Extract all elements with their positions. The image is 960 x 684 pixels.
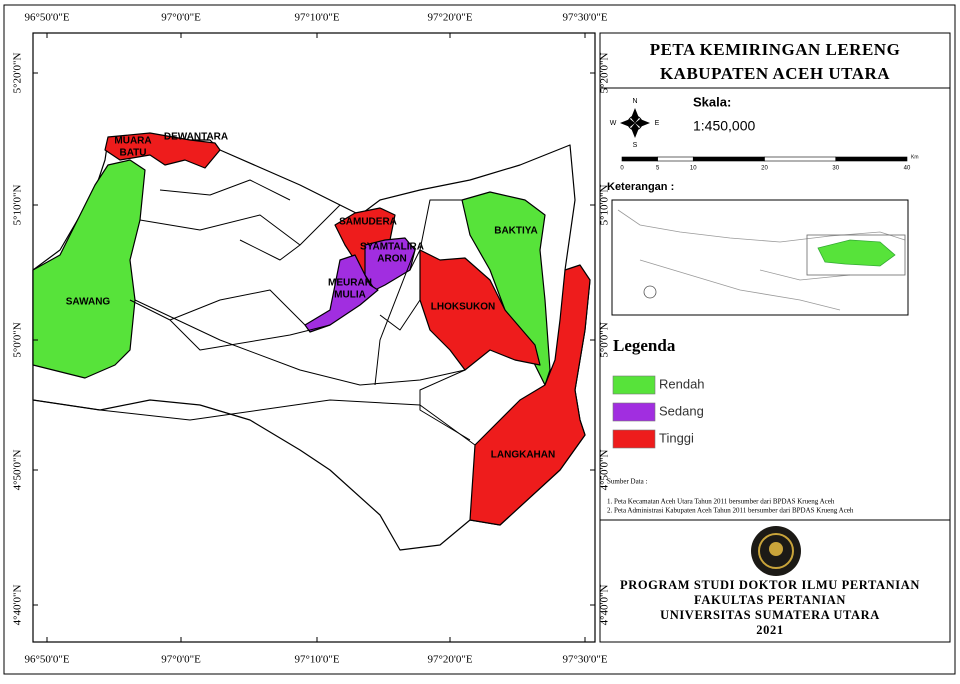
compass-e: E bbox=[655, 120, 660, 127]
scale-segment bbox=[764, 156, 837, 162]
scale-tick-label: 20 bbox=[761, 166, 768, 172]
scale-tick-label: 5 bbox=[656, 166, 660, 172]
footer-line: PROGRAM STUDI DOKTOR ILMU PERTANIAN bbox=[620, 578, 920, 592]
latitude-label: 5°20'0"N bbox=[599, 53, 611, 94]
longitude-label: 97°20'0"E bbox=[427, 12, 472, 24]
region-muara-batu-dewantara bbox=[104, 132, 221, 169]
latitude-label: 5°0'0"N bbox=[599, 322, 611, 357]
region-label: DEWANTARA bbox=[164, 132, 228, 143]
latitude-label: 5°20'0"N bbox=[12, 53, 24, 94]
map-title: PETA KEMIRINGAN LERENG bbox=[650, 40, 901, 59]
compass-w: W bbox=[610, 120, 617, 127]
longitude-label: 97°10'0"E bbox=[294, 12, 339, 24]
legend-swatch bbox=[612, 402, 656, 422]
scale-tick-label: 10 bbox=[690, 166, 697, 172]
longitude-label: 97°30'0"E bbox=[562, 12, 607, 24]
latitude-label: 5°10'0"N bbox=[12, 185, 24, 226]
compass-s: S bbox=[633, 142, 638, 149]
map-polygons bbox=[32, 132, 591, 551]
region-sawang bbox=[32, 159, 146, 379]
scale-tick-label: 0 bbox=[620, 166, 624, 172]
latitude-label: 4°50'0"N bbox=[12, 450, 24, 491]
scale-segment bbox=[657, 156, 694, 162]
region-meurah-mulia bbox=[304, 254, 379, 333]
compass-n: N bbox=[632, 98, 637, 105]
region-label: ARON bbox=[377, 254, 406, 265]
latitude-label: 4°50'0"N bbox=[599, 450, 611, 491]
university-logo bbox=[751, 526, 801, 576]
region-label: SAMUDERA bbox=[339, 217, 397, 228]
map-title: KABUPATEN ACEH UTARA bbox=[660, 64, 890, 83]
legend-swatch bbox=[612, 375, 656, 395]
sources-heading: Sumber Data : bbox=[607, 478, 647, 486]
inset-map bbox=[617, 209, 906, 311]
longitude-label: 97°30'0"E bbox=[562, 654, 607, 666]
latitude-label: 4°40'0"N bbox=[599, 585, 611, 626]
latitude-label: 4°40'0"N bbox=[12, 585, 24, 626]
source-item: 2. Peta Administrasi Kabupaten Aceh Tahu… bbox=[607, 507, 854, 515]
footer-line: UNIVERSITAS SUMATERA UTARA bbox=[660, 608, 880, 622]
region-langkahan bbox=[469, 264, 591, 526]
region-label: SAWANG bbox=[66, 297, 111, 308]
latitude-label: 5°10'0"N bbox=[599, 185, 611, 226]
region-label: BAKTIYA bbox=[494, 226, 538, 237]
legend-swatch bbox=[612, 429, 656, 449]
region-label: LANGKAHAN bbox=[491, 450, 555, 461]
legend-title: Legenda bbox=[613, 336, 676, 355]
longitude-label: 97°0'0"E bbox=[161, 654, 201, 666]
longitude-label: 96°50'0"E bbox=[24, 12, 69, 24]
scale-tick-label: 40 bbox=[904, 166, 911, 172]
region-label: MULIA bbox=[334, 290, 366, 301]
scale-ratio: 1:450,000 bbox=[693, 118, 755, 134]
longitude-label: 97°20'0"E bbox=[427, 654, 472, 666]
district-boundaries bbox=[32, 179, 476, 446]
inset-heading: Keterangan : bbox=[607, 181, 674, 193]
longitude-label: 97°10'0"E bbox=[294, 654, 339, 666]
panel-frames bbox=[599, 32, 951, 643]
compass-rose bbox=[620, 108, 650, 138]
scale-segment bbox=[692, 156, 765, 162]
scale-unit: Km bbox=[911, 154, 919, 160]
region-label: MUARA bbox=[114, 136, 151, 147]
region-label: MEURAH bbox=[328, 278, 372, 289]
footer-line: FAKULTAS PERTANIAN bbox=[694, 593, 846, 607]
region-lhoksukon bbox=[419, 249, 541, 371]
region-label: BATU bbox=[119, 148, 146, 159]
legend-label: Tinggi bbox=[659, 430, 694, 445]
region-label: LHOKSUKON bbox=[431, 302, 495, 313]
region-label: SYAMTALIRA bbox=[360, 242, 424, 253]
latitude-label: 5°0'0"N bbox=[12, 322, 24, 357]
footer-line: 2021 bbox=[756, 623, 783, 637]
scale-tick-label: 30 bbox=[832, 166, 839, 172]
scale-segment bbox=[835, 156, 908, 162]
legend-label: Rendah bbox=[659, 376, 705, 391]
scale-heading: Skala: bbox=[693, 94, 731, 109]
scale-segment bbox=[621, 156, 658, 162]
source-item: 1. Peta Kecamatan Aceh Utara Tahun 2011 … bbox=[607, 498, 835, 506]
longitude-label: 96°50'0"E bbox=[24, 654, 69, 666]
legend-label: Sedang bbox=[659, 403, 704, 418]
longitude-label: 97°0'0"E bbox=[161, 12, 201, 24]
